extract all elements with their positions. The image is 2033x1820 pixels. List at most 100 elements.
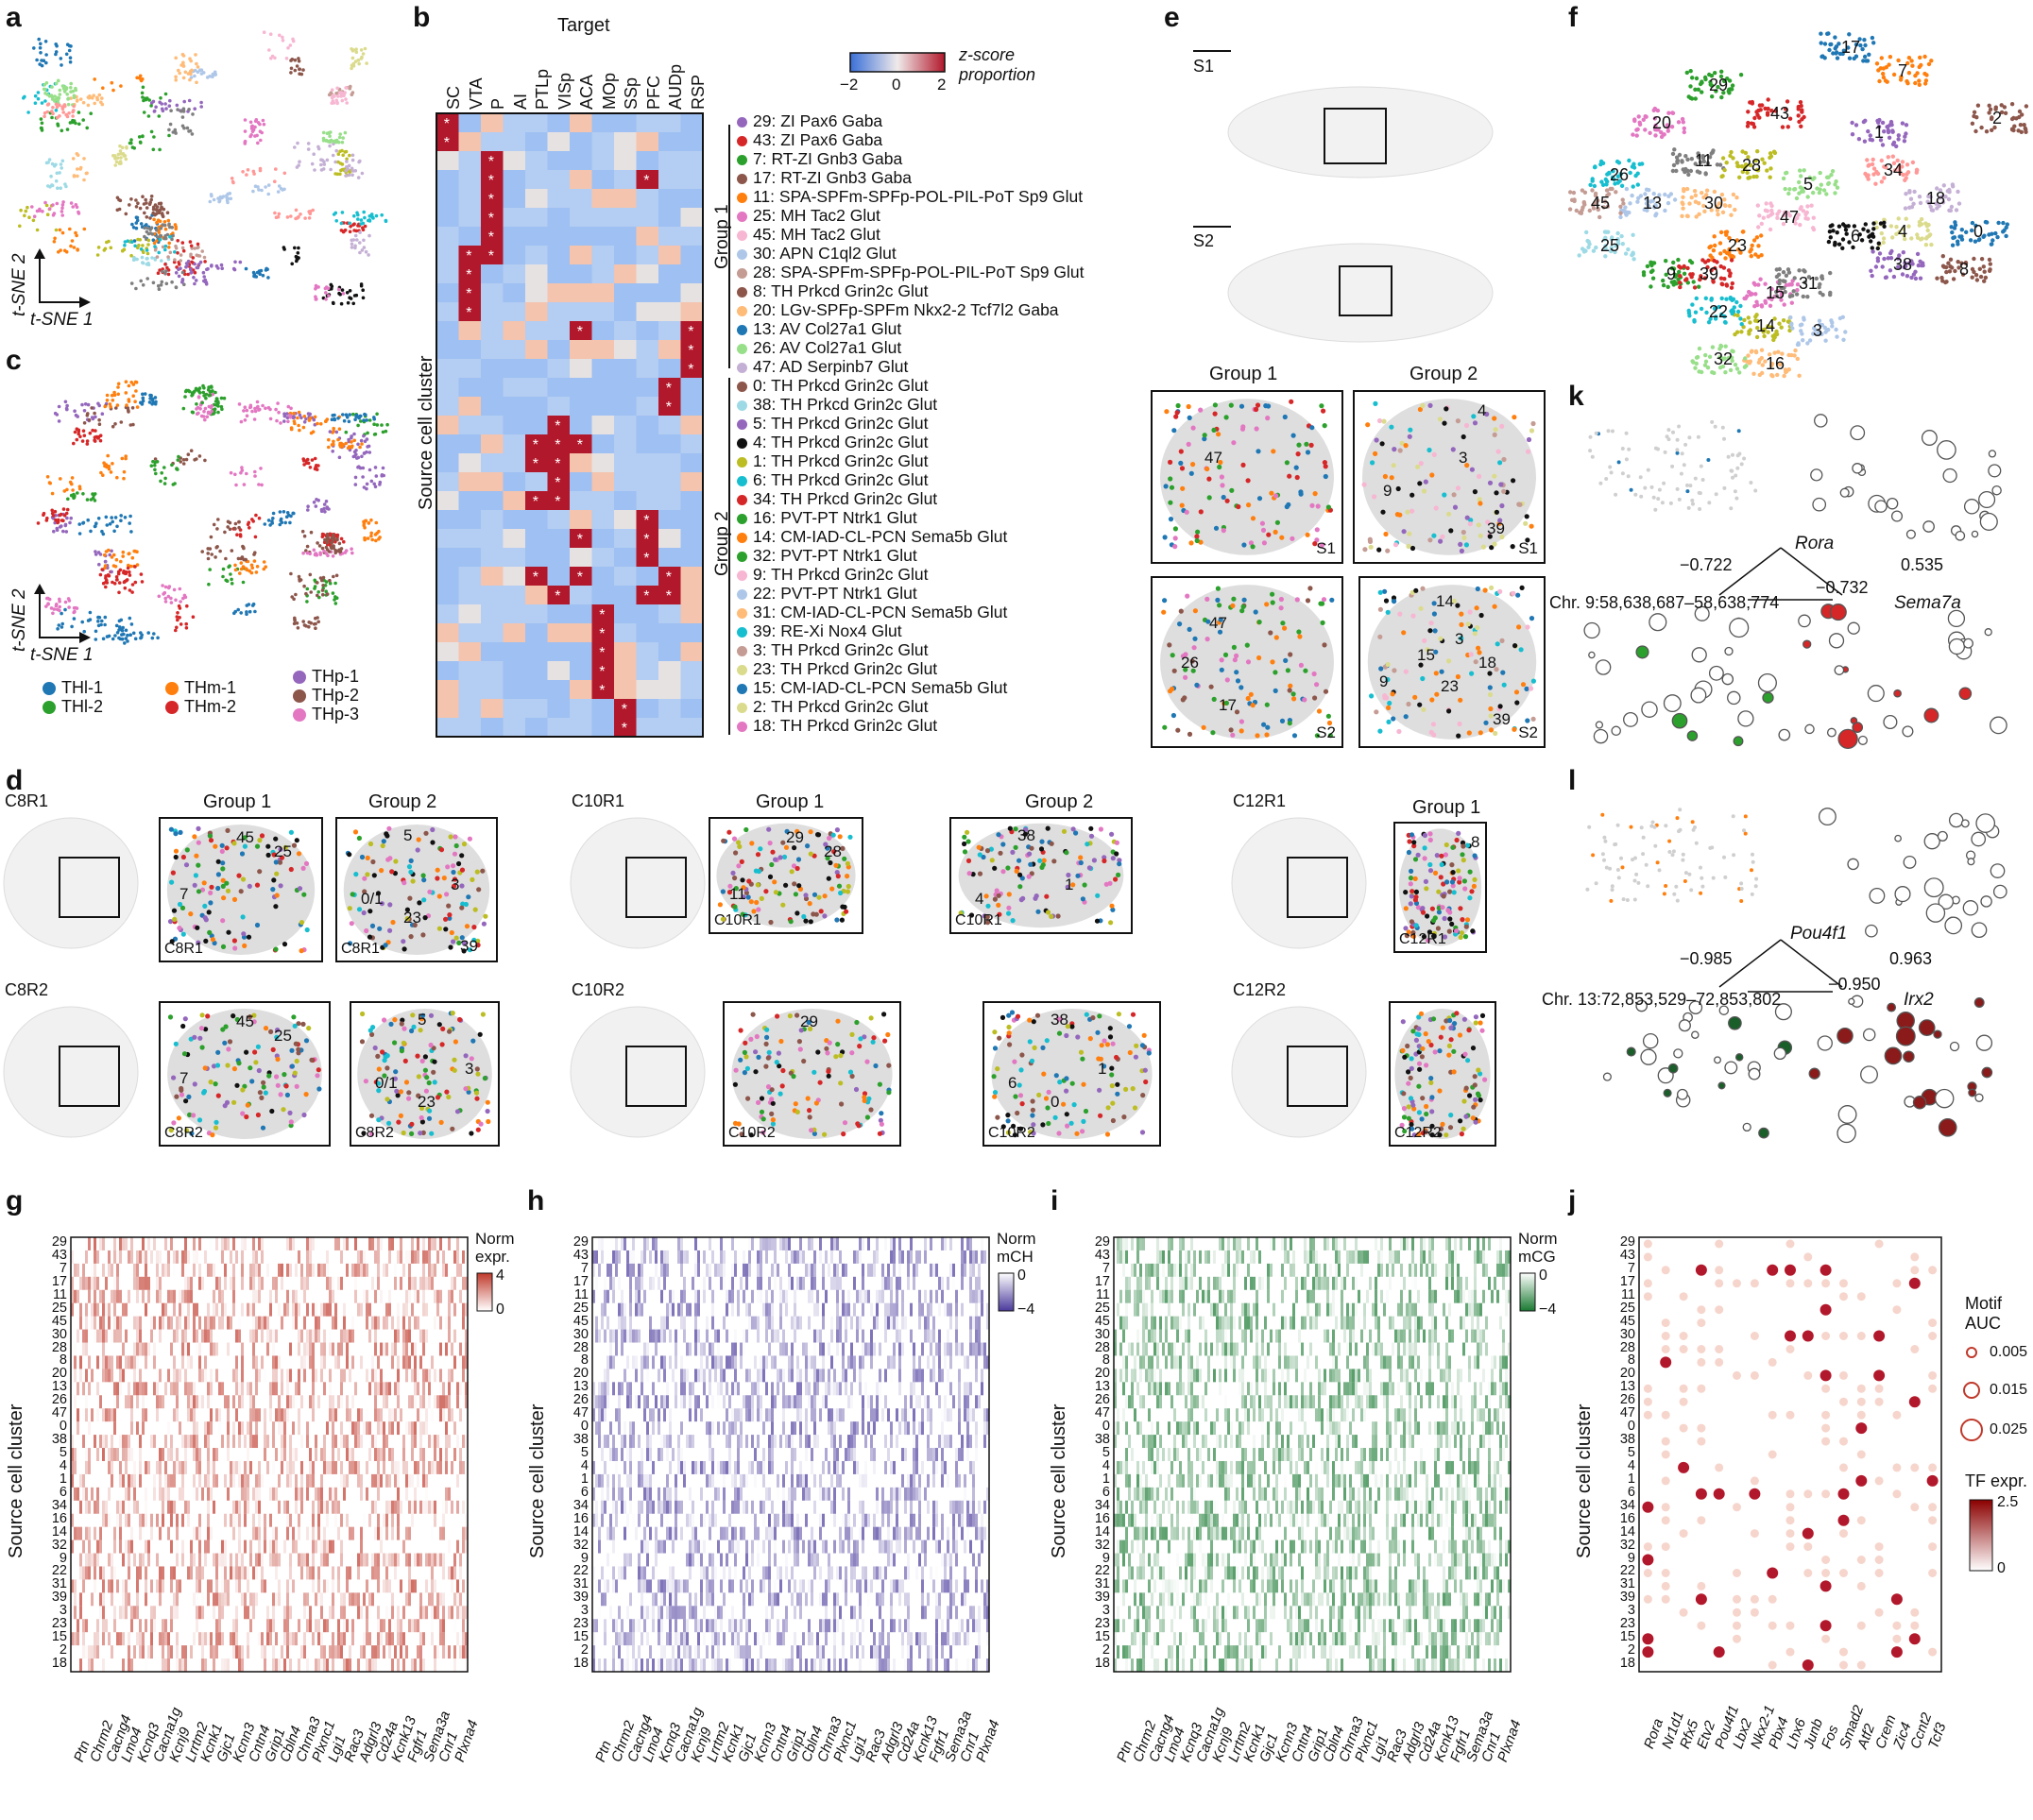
cluster-circle	[1829, 604, 1847, 621]
tsne-point	[60, 84, 65, 88]
tsne-point	[140, 255, 145, 260]
cell-point	[1298, 662, 1304, 668]
tsne-point	[1891, 72, 1897, 77]
tsne-point	[1602, 835, 1607, 840]
cluster-circle	[1963, 499, 1980, 515]
cluster-circle	[1890, 510, 1904, 522]
tsne-point	[1725, 77, 1730, 81]
tsne-point	[1870, 162, 1875, 167]
heatmap-cell	[547, 208, 570, 228]
cell-point	[1427, 628, 1433, 634]
tsne-point	[1710, 255, 1715, 261]
cell-point	[1256, 655, 1262, 661]
cluster-circle	[1690, 687, 1707, 704]
heatmap-cell	[525, 170, 548, 190]
tsne-point	[189, 449, 194, 452]
tsne-point	[344, 149, 349, 154]
cell-point	[1278, 596, 1284, 603]
tsne-point	[242, 546, 246, 551]
cluster-name: 45: MH Tac2 Glut	[753, 225, 880, 244]
tsne-point	[1769, 362, 1775, 366]
tsne-point	[1707, 501, 1712, 505]
tsne-point	[154, 212, 159, 216]
cluster-number: 7	[1898, 61, 1907, 80]
cluster-tag: 17	[1219, 696, 1237, 714]
tsne-point	[355, 211, 359, 215]
tsne-point	[242, 557, 246, 562]
cell-point	[1475, 625, 1480, 631]
tsne-point	[1787, 187, 1792, 192]
cluster-number: 6	[1851, 227, 1860, 246]
tsne-point	[119, 618, 124, 622]
tsne-point	[341, 153, 346, 158]
tsne-point	[1769, 286, 1774, 292]
tsne-point	[289, 571, 293, 576]
tsne-point	[69, 86, 73, 90]
tsne-point	[285, 416, 290, 420]
tsne-point	[1734, 196, 1739, 200]
tsne-point	[1625, 898, 1630, 902]
cell-point	[1184, 509, 1189, 515]
tsne-point	[23, 213, 26, 218]
tsne-point	[75, 437, 79, 442]
cell-point	[1219, 474, 1224, 480]
tsne-point	[124, 637, 128, 640]
tsne-point	[26, 111, 30, 114]
tsne-point	[1889, 248, 1894, 254]
tsne-point	[128, 521, 131, 525]
cell-point	[1492, 604, 1497, 609]
tsne-point	[1753, 315, 1758, 319]
tsne-point	[115, 475, 119, 480]
tsne-point	[1641, 852, 1646, 857]
panel-b-heatmap: **** ***** ***** ******* * ** *** *** *** * ** * ***…	[436, 112, 704, 738]
tsne-point	[1776, 349, 1781, 354]
tsne-point	[1730, 311, 1734, 316]
tsne-point	[149, 464, 154, 468]
tsne-point	[1817, 190, 1822, 196]
tsne-point	[126, 566, 130, 570]
cell-point	[1409, 545, 1416, 552]
tsne-point	[246, 168, 250, 172]
heatmap-cell	[436, 434, 459, 454]
tsne-point	[347, 437, 350, 442]
tsne-point	[1800, 108, 1804, 112]
heatmap-frame	[436, 112, 704, 738]
tsne-point	[1826, 327, 1831, 332]
tsne-point	[143, 392, 147, 396]
panel-b-cbar-tick: 2	[937, 76, 947, 94]
tsne-point	[129, 622, 134, 626]
cell-point	[1440, 534, 1445, 539]
tsne-point	[82, 157, 86, 161]
tsne-point	[175, 625, 179, 630]
tsne-point	[1588, 182, 1593, 187]
tsne-point	[263, 522, 267, 526]
tsne-point	[1857, 232, 1862, 237]
tsne-point	[1897, 168, 1902, 173]
cluster-label: 0: TH Prkcd Grin2c Glut	[737, 376, 928, 396]
heatmap-cell	[458, 680, 481, 700]
tsne-point	[83, 402, 88, 406]
tsne-point	[153, 457, 158, 461]
legend-swatch	[43, 701, 56, 715]
tsne-point	[210, 409, 214, 414]
tsne-point	[1985, 220, 1990, 225]
cell-point	[1492, 473, 1497, 479]
tsne-point	[133, 637, 138, 641]
tsne-point	[343, 228, 348, 232]
tsne-point	[317, 544, 322, 548]
cell-point	[1464, 515, 1470, 520]
tsne-point	[1652, 825, 1657, 829]
tsne-point	[1835, 230, 1839, 235]
tsne-point	[282, 419, 286, 423]
tsne-point	[1990, 128, 1994, 132]
tsne-point	[369, 531, 374, 536]
heatmap-cell	[591, 623, 614, 643]
panel-k-gene2: Sema7a	[1894, 593, 1961, 613]
tsne-point	[181, 458, 186, 462]
tsne-point	[207, 385, 211, 389]
tsne-point	[1975, 103, 1981, 108]
cell-point	[1489, 585, 1495, 590]
tsne-point	[202, 255, 207, 260]
cluster-circle	[1971, 530, 1979, 538]
tsne-point	[306, 142, 311, 145]
